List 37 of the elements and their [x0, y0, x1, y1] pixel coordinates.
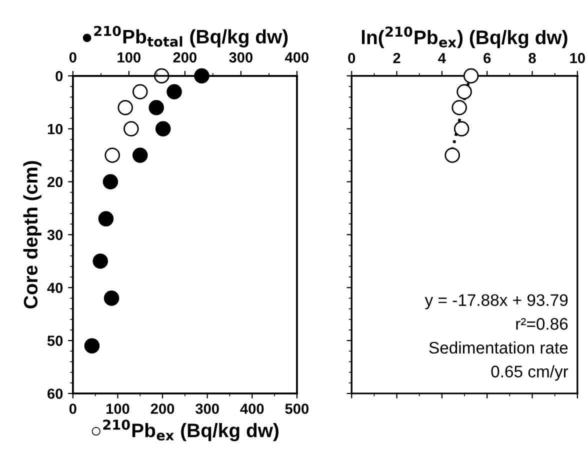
x-tick-label: 8 [528, 52, 536, 64]
x-tick-label: 6 [484, 52, 491, 64]
point [452, 100, 467, 116]
annotation: Sedimentation rate [429, 341, 568, 354]
x-axis-title: ○$^{210}$Pb$_{ex}$ (Bq/kg dw) [92, 420, 278, 442]
x-tick-label: 500 [285, 404, 309, 414]
point [154, 68, 170, 84]
y-tick-label: 40 [47, 282, 63, 294]
x-tick-label: 10 [570, 52, 585, 64]
annotation: y = -17.88x + 93.79 [424, 294, 568, 310]
y-tick-label: 0 [56, 70, 63, 82]
x-tick-label: 2 [393, 52, 400, 64]
y-tick-label: 10 [48, 124, 63, 134]
point [454, 121, 470, 136]
annotation: r²=0.86 [516, 318, 568, 330]
y-tick-label: 50 [47, 336, 63, 346]
x-axis-title: ln($^{210}$Pb$_{ex}$) (Bq/kg dw) [362, 26, 568, 48]
point [104, 148, 120, 163]
y-tick-label: 60 [48, 388, 63, 399]
point [444, 148, 460, 163]
point [118, 100, 133, 116]
y-tick-label: 30 [47, 230, 63, 240]
x-tick-label: 100 [106, 404, 130, 414]
point [124, 121, 139, 136]
annotation: 0.65 cm/yr [491, 365, 568, 381]
point [463, 68, 479, 84]
x-tick-label: 400 [240, 404, 264, 414]
y-axis-title: Core depth (cm) [23, 161, 42, 308]
x-tick-label: 300 [196, 404, 219, 414]
x-tick-label: 0 [348, 52, 356, 64]
y-tick-label: 20 [47, 176, 63, 188]
point [456, 84, 472, 100]
x-tick-label: 0 [69, 404, 76, 414]
x2-axis-title: ●$^{210}$Pb$_{total}$ (Bq/kg dw) [82, 26, 288, 48]
point [132, 84, 148, 100]
x-tick-label: 200 [150, 404, 174, 414]
x-tick-label: 4 [438, 53, 446, 64]
